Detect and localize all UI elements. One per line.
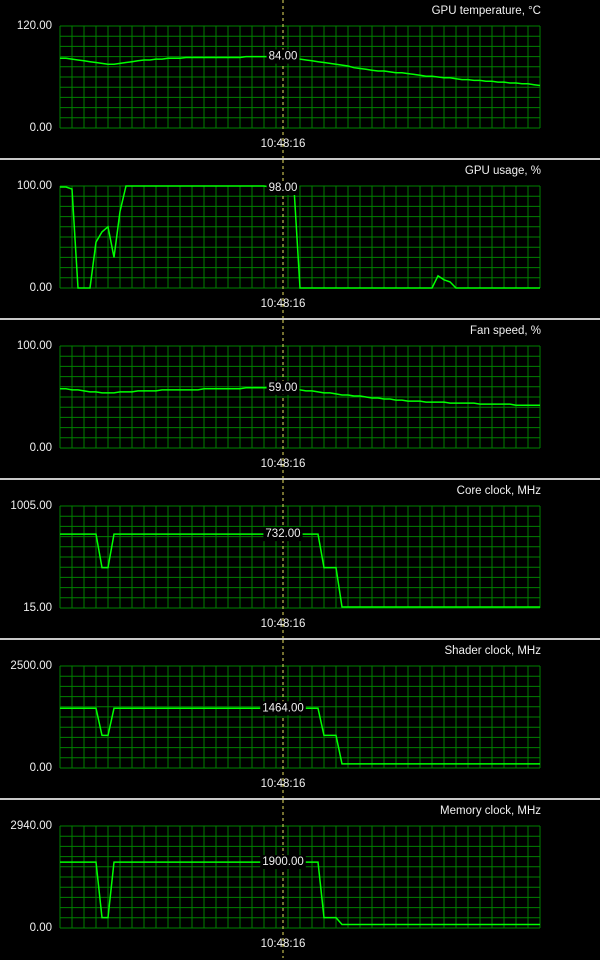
cursor-label-bg [266,380,300,395]
y-tick-label: 2500.00 [10,660,52,672]
chart-title: Memory clock, MHz [440,805,541,817]
cursor-time: 10:48:16 [261,618,306,630]
y-tick-label: 0.00 [30,922,52,934]
cursor-value-label: 59.00 [269,382,298,394]
y-tick-label: 0.00 [30,442,52,454]
cursor-value-label: 98.00 [269,182,298,194]
chart-title: Core clock, MHz [457,485,542,497]
cursor-time: 10:48:16 [261,298,306,310]
cursor-label-bg [266,49,300,64]
y-tick-label: 15.00 [23,602,52,614]
y-tick-label: 1005.00 [10,500,52,512]
cursor-time: 10:48:16 [261,778,306,790]
cursor-label-bg [260,701,306,716]
y-tick-label: 100.00 [17,180,52,192]
chart-title: Shader clock, MHz [444,645,541,657]
cursor-label-bg [260,855,306,870]
cursor-value-label: 732.00 [265,528,300,540]
y-tick-label: 0.00 [30,282,52,294]
cursor-label-bg [263,527,303,542]
chart-title: GPU usage, % [465,165,541,177]
chart-title: Fan speed, % [470,325,541,337]
series-line [60,55,541,87]
cursor-label-bg [266,181,300,196]
cursor-value-label: 1900.00 [262,856,304,868]
cursor-value-label: 1464.00 [262,702,304,714]
cursor-time: 10:48:16 [261,138,306,150]
y-tick-label: 120.00 [17,20,52,32]
series-line [60,387,540,406]
y-tick-label: 0.00 [30,762,52,774]
series-line [60,185,540,289]
y-tick-label: 0.00 [30,122,52,134]
cursor-value-label: 84.00 [269,51,298,63]
chart-title: GPU temperature, °C [432,5,541,17]
y-tick-label: 100.00 [17,340,52,352]
cursor-time: 10:48:16 [261,938,306,950]
cursor-time: 10:48:16 [261,458,306,470]
y-tick-label: 2940.00 [10,820,52,832]
